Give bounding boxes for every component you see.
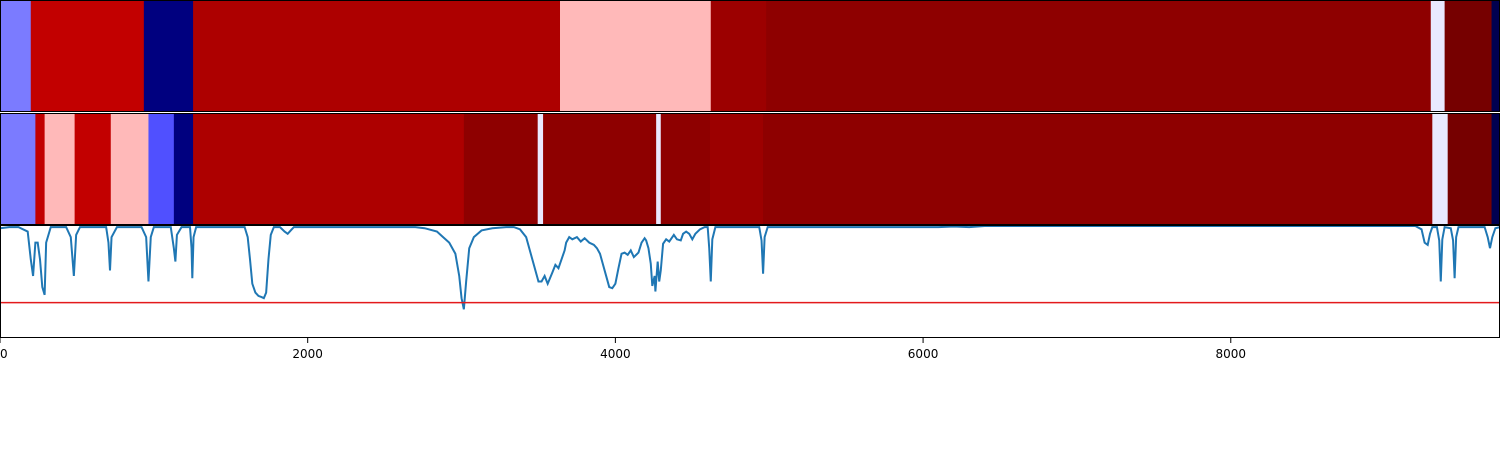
heatmap-row-2-segment-15 bbox=[710, 113, 764, 225]
x-tick-label-1: 0 bbox=[0, 347, 8, 361]
heatmap-row-2-segment-4 bbox=[74, 113, 112, 225]
heatmap-row-2-segment-9 bbox=[256, 113, 465, 225]
heatmap-row-1-segment-6 bbox=[710, 0, 767, 112]
heatmap-row-2-segment-7 bbox=[173, 113, 194, 225]
heatmap-row-2-segment-2 bbox=[35, 113, 46, 225]
heatmap-row-2-segment-8 bbox=[193, 113, 257, 225]
heatmap-row-1-segment-2 bbox=[30, 0, 145, 112]
heatmap-row-1-segment-7 bbox=[766, 0, 1432, 112]
heatmap-row-2-segment-16 bbox=[763, 113, 1433, 225]
heatmap-row-2-segment-5 bbox=[110, 113, 149, 225]
heatmap-row-2-segment-3 bbox=[44, 113, 76, 225]
heatmap-row-1-segment-5 bbox=[560, 0, 712, 112]
x-tick-label-5: 8000 bbox=[1215, 347, 1246, 361]
heatmap-row-1-segment-4 bbox=[193, 0, 561, 112]
heatmap-row-2-segment-12 bbox=[543, 113, 657, 225]
heatmap-row-2-segment-11 bbox=[537, 113, 544, 225]
heatmap-row-2-segment-1 bbox=[0, 113, 36, 225]
x-tick-label-2: 2000 bbox=[292, 347, 323, 361]
signal-panel-background bbox=[0, 225, 1500, 338]
signal-line bbox=[0, 225, 1500, 310]
heatmap-row-1-segment-10 bbox=[1491, 0, 1500, 112]
x-tick-label-3: 4000 bbox=[600, 347, 631, 361]
heatmap-row-1 bbox=[0, 0, 1500, 112]
heatmap-row-1-segment-3 bbox=[143, 0, 194, 112]
heatmap-row-1-segment-1 bbox=[0, 0, 32, 112]
heatmap-row-2-segment-14 bbox=[660, 113, 711, 225]
heatmap-row-2-segment-19 bbox=[1491, 113, 1500, 225]
heatmap-row-2-segment-18 bbox=[1447, 113, 1493, 225]
heatmap-row-2-segment-13 bbox=[656, 113, 662, 225]
x-tick-label-4: 6000 bbox=[908, 347, 939, 361]
heatmap-row-2-segment-10 bbox=[463, 113, 539, 225]
signal-panel bbox=[0, 225, 1500, 338]
heatmap-row-2 bbox=[0, 113, 1500, 225]
heatmap-row-2-segment-17 bbox=[1432, 113, 1449, 225]
heatmap-row-2-segment-6 bbox=[148, 113, 175, 225]
heatmap-row-1-segment-8 bbox=[1430, 0, 1446, 112]
x-axis: 0 2000 4000 6000 8000 bbox=[0, 338, 1246, 361]
heatmap-row-1-segment-9 bbox=[1444, 0, 1493, 112]
